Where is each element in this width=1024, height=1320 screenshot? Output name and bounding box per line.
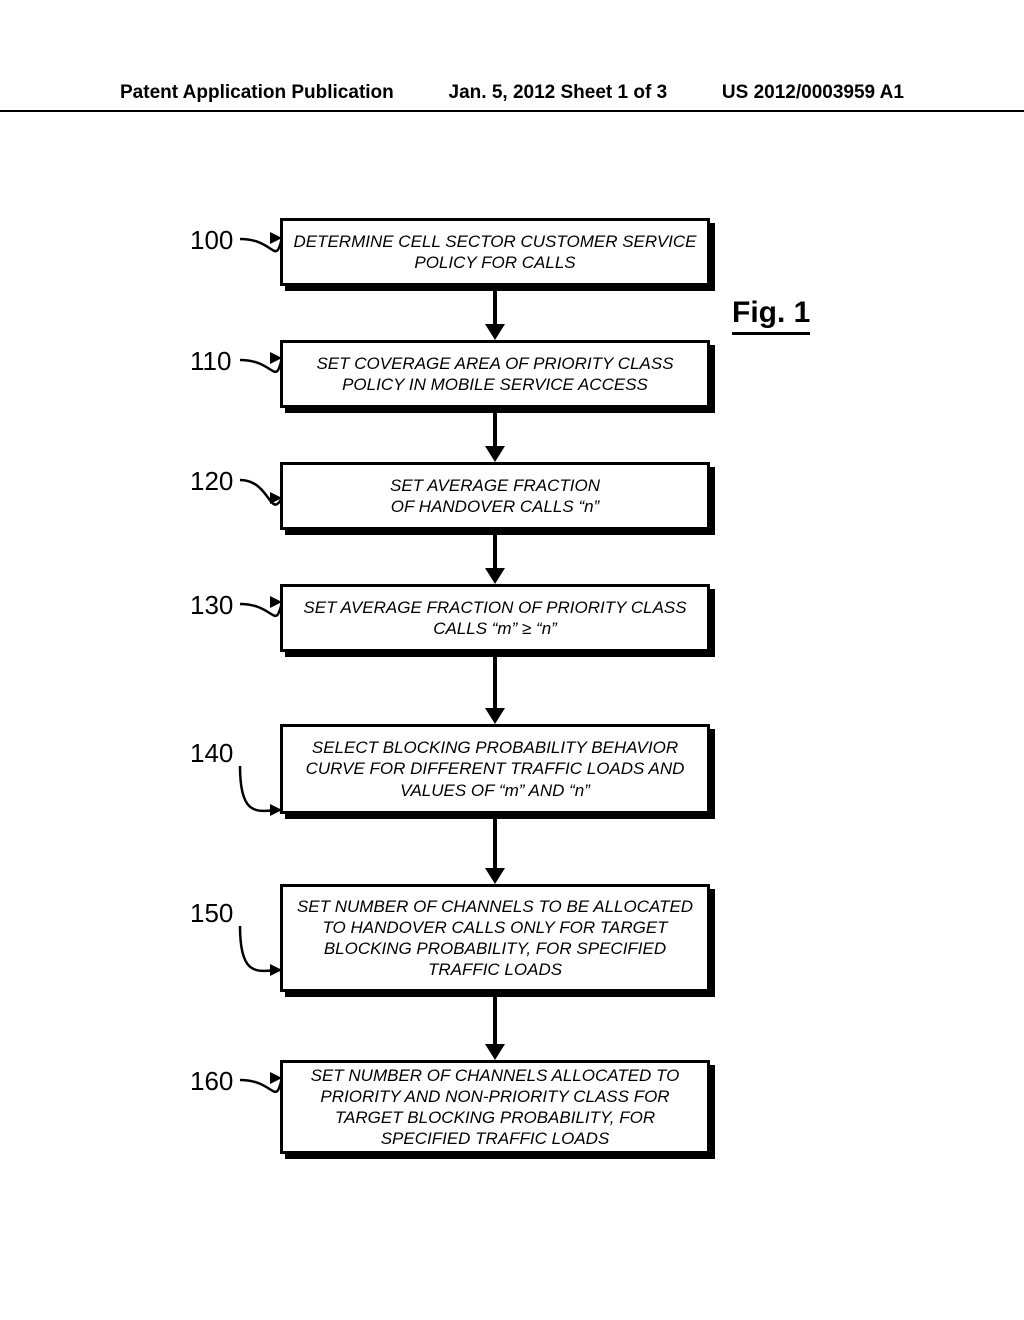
figure-label: Fig. 1 (732, 296, 810, 335)
leader-line (0, 0, 1024, 1320)
